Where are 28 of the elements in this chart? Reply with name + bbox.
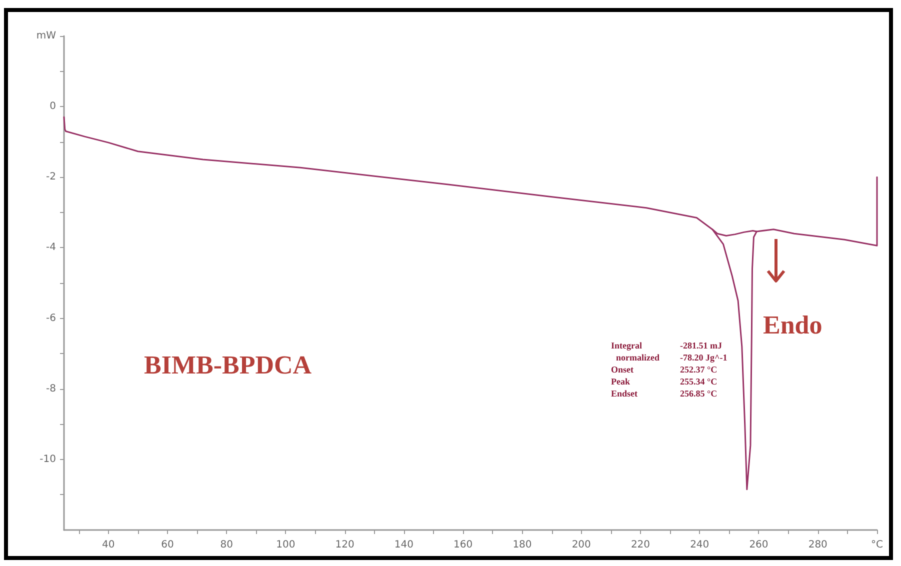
text: Peak 255.34 °C — [611, 376, 718, 386]
text: normalized -78.20 Jg^-1 — [616, 352, 728, 362]
x-tick-label: 140 — [394, 540, 414, 550]
x-tick-label: 240 — [690, 540, 710, 550]
x-tick-label: 260 — [749, 540, 768, 550]
y-tick-label: mW — [36, 30, 56, 42]
x-tick-label: 40 — [102, 540, 115, 550]
x-tick-label: 80 — [220, 540, 233, 550]
x-tick-label: 200 — [572, 540, 591, 550]
text: Onset 252.37 °C — [611, 364, 718, 374]
text: Integral -281.51 mJ — [611, 340, 722, 350]
x-tick-label: 60 — [161, 540, 174, 550]
y-tick-label: 0 — [50, 101, 56, 112]
x-tick-label: 120 — [335, 540, 354, 550]
y-tick-label: -2 — [46, 172, 56, 183]
y-tick-label: -6 — [46, 312, 56, 324]
annotation: Endo — [763, 310, 822, 340]
y-tick-label: -10 — [40, 454, 56, 465]
y-tick-label: -8 — [46, 383, 56, 394]
x-tick-label: 180 — [512, 540, 532, 550]
x-tick-label: 220 — [630, 540, 650, 550]
y-tick-label: -4 — [46, 242, 56, 254]
x-tick-label: 100 — [276, 540, 296, 550]
x-tick-label: °C — [871, 540, 884, 550]
annotation: BIMB-BPDCA — [144, 350, 312, 380]
x-tick-label: 160 — [454, 540, 473, 550]
text: Endset 256.85 °C — [611, 388, 718, 398]
x-tick-label: 280 — [808, 540, 828, 550]
